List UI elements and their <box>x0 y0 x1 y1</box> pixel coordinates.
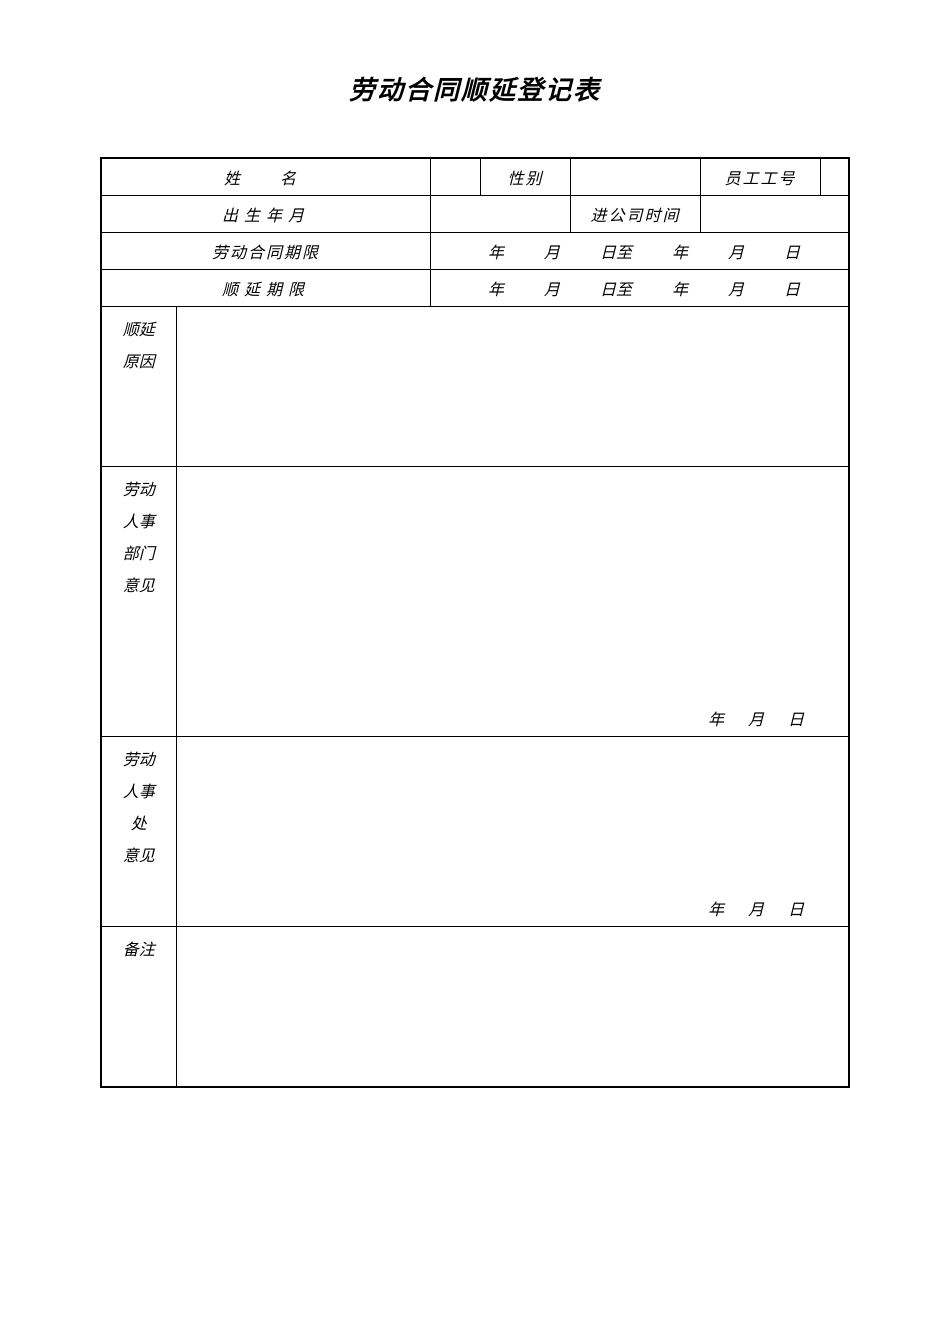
text-hr-office-4: 意见 <box>106 841 172 873</box>
label-extension-reason: 顺延 原因 <box>101 307 176 467</box>
label-birth-date: 出生年月 <box>101 196 431 233</box>
label-join-date: 进公司时间 <box>571 196 701 233</box>
text-extension-reason-2: 原因 <box>106 347 172 379</box>
cell-extension-reason-value <box>176 307 849 467</box>
cell-hr-office-opinion-value: 年月日 <box>176 737 849 927</box>
text-month: 月 <box>728 282 744 299</box>
text-month: 月 <box>728 245 744 262</box>
label-extension-period: 顺延期限 <box>101 270 431 307</box>
cell-hr-dept-opinion-value: 年月日 <box>176 467 849 737</box>
text-hr-office-3: 处 <box>106 809 172 841</box>
text-year: 年 <box>708 712 748 729</box>
text-month: 月 <box>748 902 788 919</box>
text-month: 月 <box>544 282 560 299</box>
label-contract-period: 劳动合同期限 <box>101 233 431 270</box>
text-year: 年 <box>488 282 504 299</box>
date-signature-line: 年月日 <box>708 706 828 730</box>
text-day-to: 日至 <box>600 245 632 262</box>
text-day: 日 <box>784 282 800 299</box>
label-hr-office-opinion: 劳动 人事 处 意见 <box>101 737 176 927</box>
label-name: 姓 名 <box>101 158 431 196</box>
cell-gender-value <box>571 158 701 196</box>
text-year: 年 <box>708 902 748 919</box>
label-remarks: 备注 <box>101 927 176 1087</box>
text-extension-reason-1: 顺延 <box>106 315 172 347</box>
cell-birth-date-value <box>431 196 571 233</box>
text-hr-dept-2: 人事 <box>106 507 172 539</box>
label-hr-dept-opinion: 劳动 人事 部门 意见 <box>101 467 176 737</box>
registration-table: 姓 名 性别 员工工号 出生年月 进公司时间 劳动合同期限 年 月 日至 年 月… <box>100 157 850 1088</box>
cell-extension-period-value: 年 月 日至 年 月 日 <box>431 270 849 307</box>
text-hr-dept-3: 部门 <box>106 539 172 571</box>
cell-employee-id-value <box>821 158 849 196</box>
text-day: 日 <box>788 902 828 919</box>
text-day-to: 日至 <box>600 282 632 299</box>
text-year: 年 <box>488 245 504 262</box>
text-year: 年 <box>672 245 688 262</box>
text-day: 日 <box>788 712 828 729</box>
text-hr-dept-4: 意见 <box>106 571 172 603</box>
text-day: 日 <box>784 245 800 262</box>
text-year: 年 <box>672 282 688 299</box>
text-month: 月 <box>748 712 788 729</box>
text-month: 月 <box>544 245 560 262</box>
cell-name-value <box>431 158 481 196</box>
page-title: 劳动合同顺延登记表 <box>100 70 850 107</box>
text-hr-dept-1: 劳动 <box>106 475 172 507</box>
text-remarks: 备注 <box>106 935 172 967</box>
cell-remarks-value <box>176 927 849 1087</box>
cell-join-date-value <box>701 196 849 233</box>
label-gender: 性别 <box>481 158 571 196</box>
label-employee-id: 员工工号 <box>701 158 821 196</box>
date-signature-line: 年月日 <box>708 896 828 920</box>
text-hr-office-1: 劳动 <box>106 745 172 777</box>
text-hr-office-2: 人事 <box>106 777 172 809</box>
cell-contract-period-value: 年 月 日至 年 月 日 <box>431 233 849 270</box>
